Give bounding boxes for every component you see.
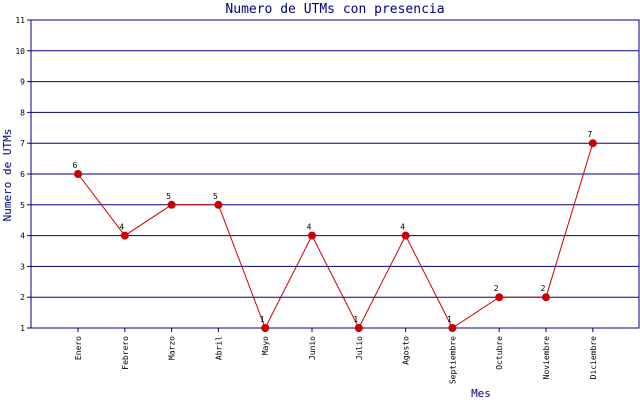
data-label: 1 [447,315,452,324]
y-tick-label: 9 [20,78,25,87]
x-ticks: Enero Febrero Marzo Abril Mayo Junio Julio Agos… [74,328,598,384]
data-point [401,231,410,240]
y-tick-label: 10 [15,47,25,56]
x-tick-label: Agosto [402,336,411,365]
x-tick-label: Septiembre [448,336,457,384]
data-point [167,200,176,209]
data-point [214,200,223,209]
y-tick-label: 3 [20,262,25,271]
data-point [495,293,504,302]
data-label: 5 [213,192,218,201]
data-label: 1 [353,315,358,324]
y-tick-label: 5 [20,201,25,210]
data-point [308,231,316,240]
data-point [74,170,82,178]
data-label: 5 [166,192,171,201]
y-tick-label: 4 [20,232,25,241]
x-tick-label: Diciembre [589,336,598,380]
data-points [74,139,597,332]
x-tick-label: Febrero [121,336,130,370]
data-label: 1 [260,315,265,324]
data-label: 2 [541,284,546,293]
x-axis-label: Mes [471,387,491,400]
data-label: 4 [307,223,312,232]
x-tick-label: Enero [74,336,83,360]
chart-title: Numero de UTMs con presencia [225,2,444,17]
data-label: 7 [587,130,592,139]
y-tick-label: 2 [20,293,25,302]
data-point [354,324,363,332]
x-tick-label: Octubre [495,336,504,370]
y-tick-label: 7 [20,139,25,148]
data-point [120,231,129,240]
y-tick-label: 1 [20,324,25,333]
y-axis-label: Numero de UTMs [1,129,14,222]
y-tick-label: 8 [20,108,25,117]
data-labels: 6 4 5 5 1 4 1 4 1 2 2 7 [73,130,593,324]
data-point [261,324,270,332]
x-tick-label: Junio [308,336,317,360]
x-tick-label: Mayo [261,336,270,355]
data-label: 6 [73,161,78,170]
y-ticks: 1 2 3 4 5 6 7 8 9 10 11 [15,16,31,333]
x-tick-label: Julio [355,336,364,360]
data-point [542,293,550,302]
data-point [588,139,597,148]
y-tick-label: 6 [20,170,25,179]
data-label: 4 [400,223,405,232]
data-point [448,324,457,332]
data-label: 4 [119,223,124,232]
y-tick-label: 11 [15,16,25,25]
x-tick-label: Marzo [168,336,177,360]
data-label: 2 [494,284,499,293]
x-tick-label: Abril [214,336,223,360]
series-line [77,143,594,330]
x-tick-label: Noviembre [542,336,551,380]
